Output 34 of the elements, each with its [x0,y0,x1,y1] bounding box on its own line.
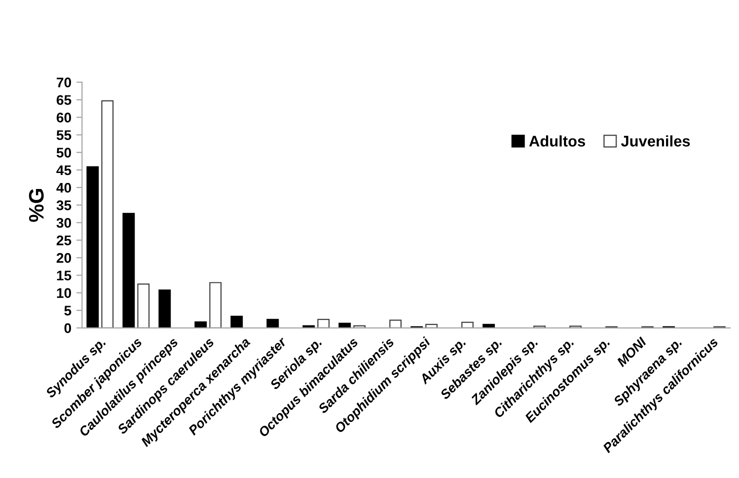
y-tick-label: 10 [57,288,72,298]
y-tick-label: 70 [56,78,72,88]
y-tick-label: 35 [56,200,72,210]
y-tick-label: 50 [56,148,72,158]
legend-label: Juveniles [621,135,690,147]
y-tick-label: 20 [56,253,72,263]
y-tick-label: 60 [56,112,72,122]
bar [230,316,243,328]
y-tick-label: 40 [56,182,72,193]
y-tick-label: 5 [64,306,72,316]
bar [302,325,315,328]
y-tick-label: 55 [56,130,72,140]
y-tick-label: 0 [64,323,72,334]
y-tick-label: 45 [56,165,72,176]
y-axis-title: %G [28,188,44,222]
bar [194,321,207,328]
bar [137,283,150,328]
y-tick-label: 30 [56,218,72,228]
bar [461,322,474,328]
y-tick-label: 25 [56,235,72,246]
bar [122,212,135,328]
legend-label: Adultos [529,135,586,147]
y-tick-label: 65 [56,95,72,105]
bar [266,318,279,328]
bar [353,325,366,328]
bar [209,282,222,328]
bar [317,318,330,328]
bar [482,324,495,328]
bar [389,320,402,328]
y-tick-label: 15 [57,270,72,280]
bar [86,166,99,328]
bar [101,100,114,328]
bar [158,289,171,328]
bar [338,322,351,328]
